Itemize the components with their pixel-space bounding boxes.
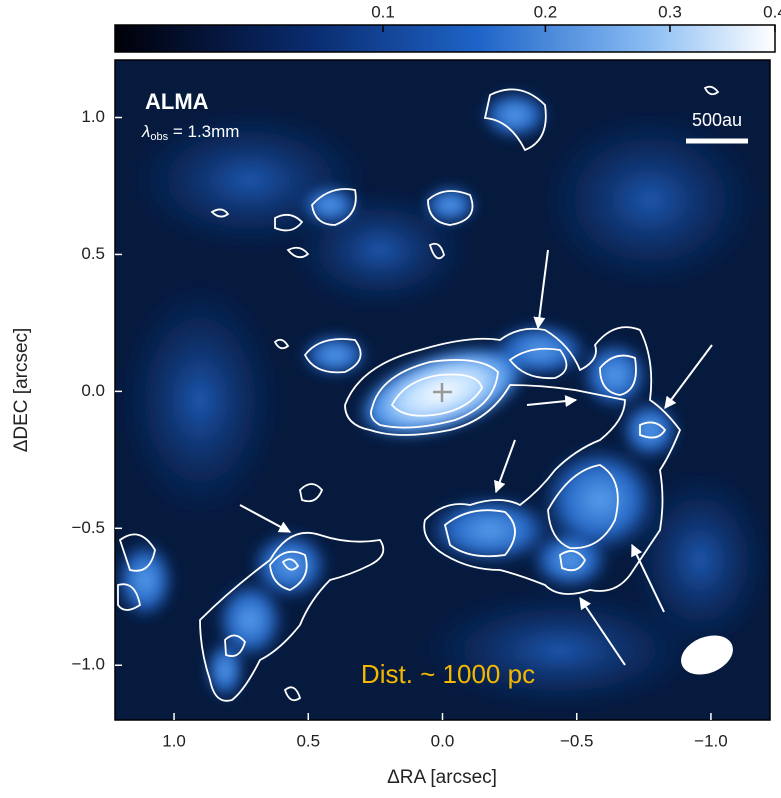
x-tick-label: −0.5 bbox=[560, 731, 594, 750]
y-tick-label: −1.0 bbox=[71, 655, 105, 674]
beam bbox=[681, 635, 733, 675]
colorbar-tick-label: 0.1 bbox=[371, 2, 395, 21]
wavelength-subscript: obs bbox=[150, 131, 168, 143]
image bbox=[115, 60, 770, 720]
colorbar-tick-label: 0.3 bbox=[658, 2, 682, 21]
y-tick-label: −0.5 bbox=[71, 518, 105, 537]
colorbar-tick-label: 0.2 bbox=[534, 2, 558, 21]
center-marker bbox=[433, 383, 452, 402]
y-tick-label: 0.5 bbox=[81, 244, 105, 263]
telescope-label: ALMA bbox=[145, 89, 209, 114]
distance-label: Dist. ~ 1000 pc bbox=[361, 659, 535, 689]
arrows bbox=[239, 249, 713, 666]
y-tick-label: 0.0 bbox=[81, 381, 105, 400]
colorbar-tick-label: 0.4 bbox=[763, 2, 781, 21]
colorbar bbox=[114, 24, 776, 53]
wavelength-text: = 1.3mm bbox=[168, 122, 239, 141]
wavelength-label: λobs = 1.3mm bbox=[141, 122, 239, 142]
x-tick-label: 0.5 bbox=[296, 731, 320, 750]
x-axis-label: ΔRA [arcsec] bbox=[387, 767, 497, 788]
y-axis-label: ΔDEC [arcsec] bbox=[11, 328, 32, 453]
wavelength-symbol: λ bbox=[141, 122, 150, 141]
y-tick-label: 1.0 bbox=[81, 107, 105, 126]
x-tick-label: 0.0 bbox=[431, 731, 455, 750]
x-tick-label: −1.0 bbox=[694, 731, 728, 750]
x-tick-label: 1.0 bbox=[162, 731, 186, 750]
scale-bar-label: 500au bbox=[692, 110, 742, 130]
contours bbox=[117, 85, 720, 702]
